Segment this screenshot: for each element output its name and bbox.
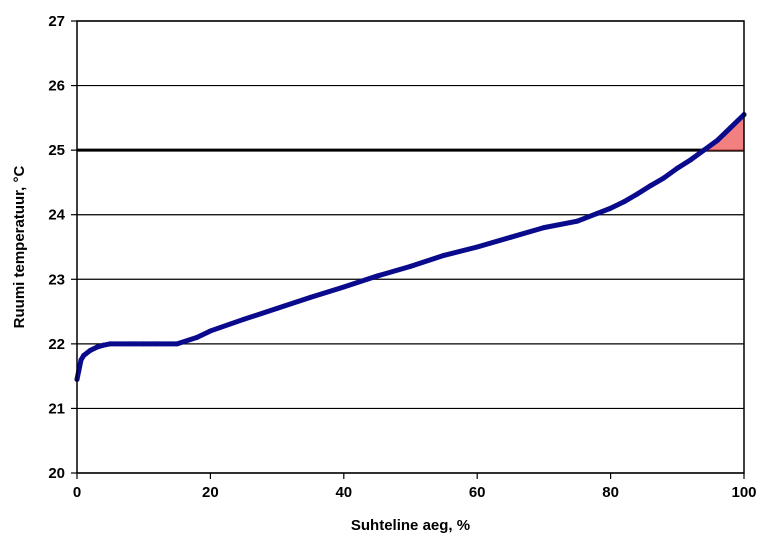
data-point: [688, 157, 694, 163]
temperature-line: [74, 112, 747, 382]
y-tick-label: 20: [48, 465, 65, 482]
y-tick-label: 23: [48, 271, 65, 288]
data-point: [154, 341, 160, 347]
data-point: [648, 183, 654, 189]
x-tick-labels: 0 20 40 60 80 100: [73, 473, 757, 501]
data-point: [408, 263, 413, 269]
y-tick-label: 21: [48, 400, 65, 417]
data-point: [701, 147, 707, 153]
data-point: [141, 341, 147, 347]
x-tick-label: 100: [731, 484, 756, 501]
data-point: [87, 347, 93, 353]
data-point: [274, 305, 280, 311]
y-tick-label: 25: [48, 142, 65, 159]
y-axis-title: Ruumi temperatuur, °C: [11, 165, 28, 328]
data-point: [81, 352, 87, 358]
data-point: [107, 341, 113, 347]
data-point: [608, 205, 614, 211]
data-point: [241, 316, 247, 322]
data-point: [594, 210, 600, 216]
data-point: [541, 225, 547, 231]
y-tick-label: 26: [48, 78, 65, 95]
y-tick-label: 22: [48, 336, 65, 353]
data-point: [341, 284, 347, 290]
data-point: [194, 334, 200, 340]
grid-lines: [77, 20, 744, 474]
data-point: [714, 137, 720, 143]
y-tick-label: 27: [48, 13, 65, 30]
data-point: [728, 125, 734, 131]
data-point: [307, 294, 313, 300]
data-point: [508, 234, 514, 240]
data-point: [621, 199, 627, 205]
data-point: [101, 342, 107, 348]
data-point: [374, 273, 380, 279]
data-point: [78, 357, 84, 363]
data-point: [174, 341, 180, 347]
plot-frame: [76, 20, 745, 474]
x-tick-label: 0: [73, 484, 81, 501]
x-tick-label: 80: [602, 484, 619, 501]
data-point: [474, 244, 480, 250]
data-point: [674, 165, 680, 171]
data-point: [661, 175, 667, 181]
series-group: [74, 112, 747, 382]
data-point: [207, 328, 213, 334]
data-point: [94, 344, 100, 350]
x-tick-label: 40: [335, 484, 352, 501]
y-tick-label: 24: [48, 207, 65, 224]
data-point: [441, 252, 447, 258]
data-point: [127, 341, 133, 347]
data-point: [76, 367, 82, 373]
x-tick-label: 60: [469, 484, 486, 501]
y-tick-labels: 20 21 22 23 24 25 26 27: [48, 13, 77, 482]
data-point: [574, 218, 580, 224]
x-tick-label: 20: [202, 484, 219, 501]
data-point: [634, 191, 640, 197]
x-axis-title: Suhteline aeg, %: [351, 517, 470, 534]
